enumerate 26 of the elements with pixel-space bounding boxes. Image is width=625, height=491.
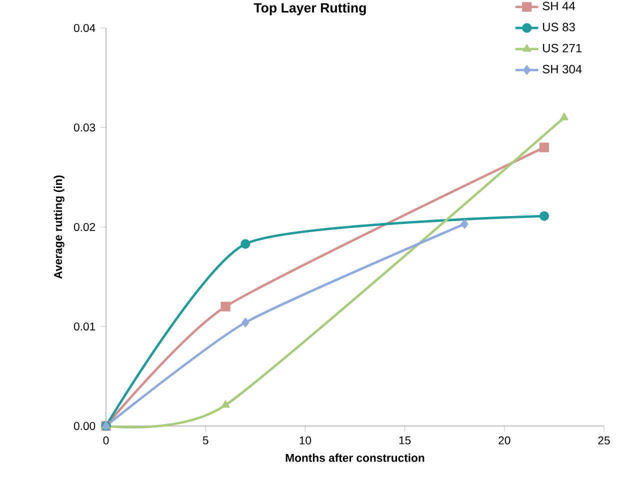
legend-label: SH 304 <box>542 64 582 74</box>
x-tick-label: 20 <box>498 436 510 444</box>
point <box>240 239 250 249</box>
point <box>560 112 568 120</box>
legend-label: US 83 <box>543 22 575 32</box>
y-tick-label: 0.04 <box>74 24 96 32</box>
x-tick-label: 15 <box>399 436 411 444</box>
point <box>539 211 550 221</box>
point <box>220 302 230 312</box>
y-tick-label: 0.03 <box>74 123 96 132</box>
x-tick-label: 25 <box>598 436 610 444</box>
x-tick-label: 10 <box>300 436 312 444</box>
x-tick-label: 0 <box>103 436 109 444</box>
y-tick-label: 0.01 <box>74 322 96 330</box>
y-tick-label: 0.00 <box>74 422 96 430</box>
point <box>221 400 230 408</box>
y-axis-title: Average rutting (in) <box>54 176 64 279</box>
legend-label: SH 44 <box>542 2 576 10</box>
y-tick-label: 0.02 <box>74 222 96 231</box>
chart-title: Top Layer Rutting <box>254 2 366 16</box>
x-tick-label: 5 <box>202 436 208 444</box>
legend-label: US 271 <box>543 44 582 52</box>
point <box>242 318 250 328</box>
x-axis-title: Months after construction <box>286 454 424 462</box>
point <box>539 142 550 152</box>
point <box>460 219 468 229</box>
